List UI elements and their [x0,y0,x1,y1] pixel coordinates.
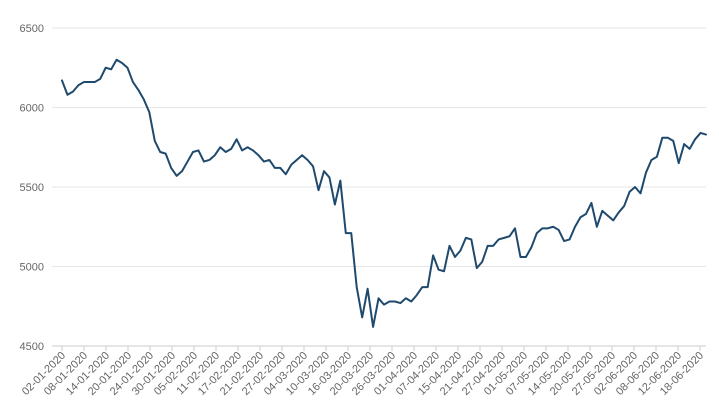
y-tick-label: 5000 [20,262,44,274]
series-layer [61,58,707,328]
y-tick-label: 4500 [20,341,44,353]
x-axis: 02-01-202008-01-202014-01-202020-01-2020… [20,345,706,398]
y-tick-label: 5500 [20,182,44,194]
series-line [61,58,707,328]
y-tick-label: 6000 [20,103,44,115]
y-tick-label: 6500 [20,23,44,35]
y-axis: 4500 5000 5500 6000 6500 [20,23,44,353]
gridlines [52,27,706,267]
